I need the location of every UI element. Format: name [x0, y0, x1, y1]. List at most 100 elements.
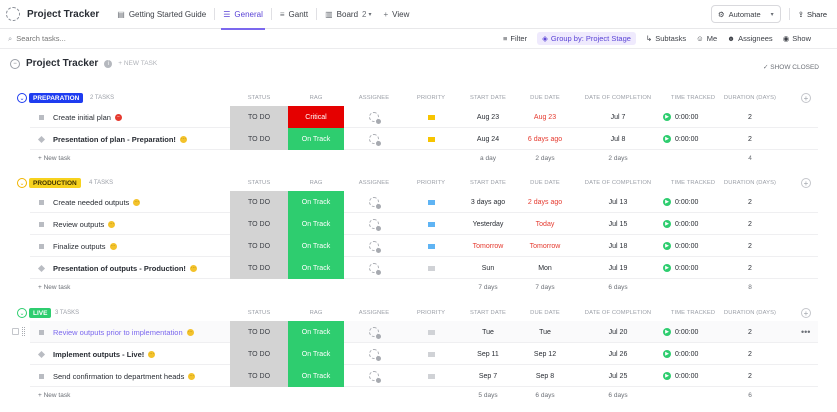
subtasks-button[interactable]: ↳ Subtasks	[646, 34, 686, 43]
priority-cell[interactable]	[405, 321, 457, 343]
status-cell[interactable]: TO DO	[230, 213, 288, 235]
column-header-time-tracked[interactable]: TIME TRACKED	[670, 180, 716, 186]
group-badge[interactable]: LIVE	[29, 308, 52, 318]
group-by-button[interactable]: ◈ Group by: Project Stage	[537, 32, 636, 45]
completion-date-cell[interactable]: Jul 7	[610, 113, 626, 121]
task-row[interactable]: Create initial plan − TO DO Critical Aug 23 A…	[30, 106, 818, 128]
start-date-cell[interactable]: Tomorrow	[472, 242, 504, 250]
column-header-status[interactable]: STATUS	[247, 95, 271, 101]
column-header-date-of-completion[interactable]: DATE OF COMPLETION	[584, 310, 652, 316]
add-column-button[interactable]: +	[801, 308, 811, 318]
add-assignee-icon[interactable]	[369, 349, 381, 361]
group-badge[interactable]: PRODUCTION	[29, 178, 81, 188]
add-assignee-icon[interactable]	[369, 241, 381, 253]
task-name-cell[interactable]: Presentation of outputs - Production! ⋯	[30, 257, 197, 279]
column-header-assignee[interactable]: ASSIGNEE	[358, 95, 390, 101]
time-tracked-cell[interactable]: ▶ 0:00:00	[663, 235, 723, 257]
task-status-icon[interactable]	[39, 221, 44, 227]
assignees-button[interactable]: ☻ Assignees	[727, 34, 773, 43]
time-tracked-cell[interactable]: ▶ 0:00:00	[663, 191, 723, 213]
show-button[interactable]: ◉ Show	[783, 34, 811, 43]
group-badge[interactable]: PREPARATION	[29, 93, 84, 103]
task-row[interactable]: Finalize outputs ⋯ TO DO On Track Tomorrow To…	[30, 235, 818, 257]
task-status-icon[interactable]	[39, 329, 44, 335]
time-tracked-cell[interactable]: ▶ 0:00:00	[663, 365, 723, 387]
completion-date-cell[interactable]: Jul 18	[608, 242, 628, 250]
rag-cell[interactable]: On Track	[288, 365, 344, 387]
completion-date-cell[interactable]: Jul 20	[608, 328, 628, 336]
status-cell[interactable]: TO DO	[230, 365, 288, 387]
play-timer-icon[interactable]: ▶	[663, 220, 671, 228]
priority-flag-icon[interactable]	[427, 114, 435, 120]
priority-cell[interactable]	[405, 365, 457, 387]
search-input[interactable]	[16, 34, 117, 43]
task-name-cell[interactable]: Send confirmation to department heads ⋯	[30, 365, 196, 387]
me-button[interactable]: ☺ Me	[696, 34, 717, 43]
task-name[interactable]: Review outputs prior to implementation	[53, 327, 183, 337]
rag-cell[interactable]: On Track	[288, 191, 344, 213]
priority-cell[interactable]	[405, 191, 457, 213]
tab-getting-started-guide[interactable]: ▤ Getting Started Guide	[111, 0, 212, 29]
rag-cell[interactable]: Critical	[288, 106, 344, 128]
add-assignee-icon[interactable]	[369, 371, 381, 383]
due-date-cell[interactable]: Tomorrow	[529, 242, 561, 250]
column-header-time-tracked[interactable]: TIME TRACKED	[670, 95, 716, 101]
status-cell[interactable]: TO DO	[230, 321, 288, 343]
assignee-cell[interactable]	[346, 213, 402, 235]
more-options-icon[interactable]: •••	[801, 327, 811, 337]
info-icon[interactable]: i	[104, 59, 113, 68]
filter-button[interactable]: ≡ Filter	[503, 34, 527, 43]
due-date-cell[interactable]: Sep 8	[535, 372, 555, 380]
start-date-cell[interactable]: 3 days ago	[470, 198, 506, 206]
assignee-cell[interactable]	[346, 321, 402, 343]
time-tracked-cell[interactable]: ▶ 0:00:00	[663, 343, 723, 365]
tab-gantt[interactable]: ≡ Gantt	[274, 0, 314, 29]
completion-date-cell[interactable]: Jul 25	[608, 372, 628, 380]
task-row[interactable]: Create needed outputs ⋯ TO DO On Track 3 day…	[30, 191, 818, 213]
due-date-cell[interactable]: Tue	[539, 328, 551, 336]
time-tracked-cell[interactable]: ▶ 0:00:00	[663, 257, 723, 279]
priority-flag-icon[interactable]	[427, 329, 435, 335]
priority-cell[interactable]	[405, 257, 457, 279]
due-date-cell[interactable]: 2 days ago	[527, 198, 563, 206]
task-status-icon[interactable]	[39, 199, 44, 205]
due-date-cell[interactable]: 6 days ago	[527, 135, 563, 143]
column-header-assignee[interactable]: ASSIGNEE	[358, 310, 390, 316]
play-timer-icon[interactable]: ▶	[663, 113, 671, 121]
play-timer-icon[interactable]: ▶	[663, 198, 671, 206]
group-collapse-toggle[interactable]: ⌄	[17, 93, 27, 103]
assignee-cell[interactable]	[346, 191, 402, 213]
add-assignee-icon[interactable]	[369, 112, 381, 124]
task-status-icon[interactable]	[37, 264, 46, 272]
completion-date-cell[interactable]: Jul 15	[608, 220, 628, 228]
play-timer-icon[interactable]: ▶	[663, 350, 671, 358]
column-header-date-of-completion[interactable]: DATE OF COMPLETION	[584, 180, 652, 186]
new-task-button[interactable]: + New task	[38, 154, 71, 162]
priority-flag-icon[interactable]	[427, 265, 435, 271]
assignee-cell[interactable]	[346, 343, 402, 365]
assignee-cell[interactable]	[346, 257, 402, 279]
task-row[interactable]: Review outputs prior to implementation⋯⑂…	[12, 321, 818, 343]
task-name[interactable]: Implement outputs - Live!	[53, 349, 145, 359]
show-closed-button[interactable]: ✓ SHOW CLOSED	[763, 63, 819, 71]
column-header-date-of-completion[interactable]: DATE OF COMPLETION	[584, 95, 652, 101]
priority-cell[interactable]	[405, 213, 457, 235]
start-date-cell[interactable]: Tue	[482, 328, 494, 336]
task-row[interactable]: Implement outputs - Live! ⋯ TO DO On Track S…	[30, 343, 818, 365]
status-cell[interactable]: TO DO	[230, 257, 288, 279]
status-cell[interactable]: TO DO	[230, 128, 288, 150]
task-status-icon[interactable]	[39, 114, 44, 120]
column-header-duration[interactable]: DURATION (DAYS)	[723, 310, 777, 316]
time-tracked-cell[interactable]: ▶ 0:00:00	[663, 321, 723, 343]
play-timer-icon[interactable]: ▶	[663, 372, 671, 380]
assignee-cell[interactable]	[346, 235, 402, 257]
task-name-cell[interactable]: Review outputs prior to implementation ⋯	[30, 321, 194, 343]
play-timer-icon[interactable]: ▶	[663, 264, 671, 272]
play-timer-icon[interactable]: ▶	[663, 328, 671, 336]
task-name-cell[interactable]: Finalize outputs ⋯	[30, 235, 117, 257]
start-date-cell[interactable]: Yesterday	[472, 220, 504, 228]
task-name-cell[interactable]: Create needed outputs ⋯	[30, 191, 141, 213]
automate-button[interactable]: ⚙ Automate ▾	[710, 5, 781, 23]
new-task-header-button[interactable]: + NEW TASK	[118, 60, 158, 67]
priority-flag-icon[interactable]	[427, 243, 435, 249]
